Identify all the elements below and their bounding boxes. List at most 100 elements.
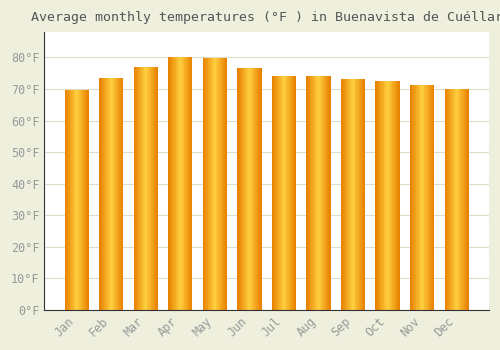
Bar — [137, 67, 138, 310]
Bar — [169, 57, 170, 310]
Bar — [71, 90, 72, 310]
Bar — [320, 76, 321, 310]
Bar — [67, 90, 68, 310]
Bar — [77, 90, 78, 310]
Bar — [101, 78, 102, 310]
Bar — [150, 67, 152, 310]
Bar — [258, 69, 259, 310]
Bar — [144, 67, 145, 310]
Bar — [444, 89, 446, 310]
Bar — [178, 57, 180, 310]
Bar — [120, 78, 121, 310]
Bar — [464, 89, 466, 310]
Bar — [288, 76, 289, 310]
Bar — [66, 90, 67, 310]
Bar — [109, 78, 110, 310]
Bar — [216, 58, 218, 310]
Bar — [251, 69, 252, 310]
Bar — [362, 79, 364, 310]
Bar — [219, 58, 220, 310]
Bar — [211, 58, 212, 310]
Bar — [308, 76, 309, 310]
Bar — [385, 81, 386, 310]
Bar — [344, 79, 345, 310]
Bar — [291, 76, 292, 310]
Bar — [146, 67, 148, 310]
Bar — [113, 78, 114, 310]
Bar — [156, 67, 157, 310]
Bar — [274, 76, 275, 310]
Bar — [295, 76, 296, 310]
Bar — [177, 57, 178, 310]
Bar — [460, 89, 462, 310]
Bar — [394, 81, 395, 310]
Bar — [246, 69, 247, 310]
Bar — [186, 57, 187, 310]
Bar — [220, 58, 222, 310]
Bar — [416, 85, 417, 310]
Bar — [309, 76, 310, 310]
Bar — [174, 57, 176, 310]
Bar — [283, 76, 284, 310]
Bar — [422, 85, 423, 310]
Bar — [260, 69, 262, 310]
Bar — [259, 69, 260, 310]
Bar — [80, 90, 81, 310]
Bar — [451, 89, 452, 310]
Bar — [112, 78, 113, 310]
Bar — [168, 57, 169, 310]
Bar — [420, 85, 422, 310]
Bar — [152, 67, 153, 310]
Bar — [145, 67, 146, 310]
Bar — [446, 89, 447, 310]
Bar — [292, 76, 293, 310]
Bar — [318, 76, 320, 310]
Bar — [68, 90, 70, 310]
Bar — [411, 85, 412, 310]
Bar — [149, 67, 150, 310]
Bar — [134, 67, 136, 310]
Bar — [244, 69, 246, 310]
Bar — [212, 58, 214, 310]
Bar — [456, 89, 458, 310]
Bar — [206, 58, 207, 310]
Bar — [256, 69, 258, 310]
Bar — [276, 76, 278, 310]
Bar — [326, 76, 328, 310]
Bar — [105, 78, 106, 310]
Bar — [458, 89, 459, 310]
Bar — [190, 57, 191, 310]
Bar — [240, 69, 242, 310]
Title: Average monthly temperatures (°F ) in Buenavista de Cuéllar: Average monthly temperatures (°F ) in Bu… — [30, 11, 500, 24]
Bar — [450, 89, 451, 310]
Bar — [467, 89, 468, 310]
Bar — [180, 57, 181, 310]
Bar — [218, 58, 219, 310]
Bar — [238, 69, 239, 310]
Bar — [184, 57, 185, 310]
Bar — [455, 89, 456, 310]
Bar — [431, 85, 432, 310]
Bar — [289, 76, 290, 310]
Bar — [188, 57, 189, 310]
Bar — [239, 69, 240, 310]
Bar — [341, 79, 342, 310]
Bar — [354, 79, 356, 310]
Bar — [140, 67, 141, 310]
Bar — [116, 78, 117, 310]
Bar — [121, 78, 122, 310]
Bar — [380, 81, 381, 310]
Bar — [384, 81, 385, 310]
Bar — [248, 69, 250, 310]
Bar — [279, 76, 280, 310]
Bar — [290, 76, 291, 310]
Bar — [79, 90, 80, 310]
Bar — [349, 79, 350, 310]
Bar — [272, 76, 274, 310]
Bar — [103, 78, 104, 310]
Bar — [247, 69, 248, 310]
Bar — [462, 89, 463, 310]
Bar — [448, 89, 450, 310]
Bar — [377, 81, 378, 310]
Bar — [87, 90, 88, 310]
